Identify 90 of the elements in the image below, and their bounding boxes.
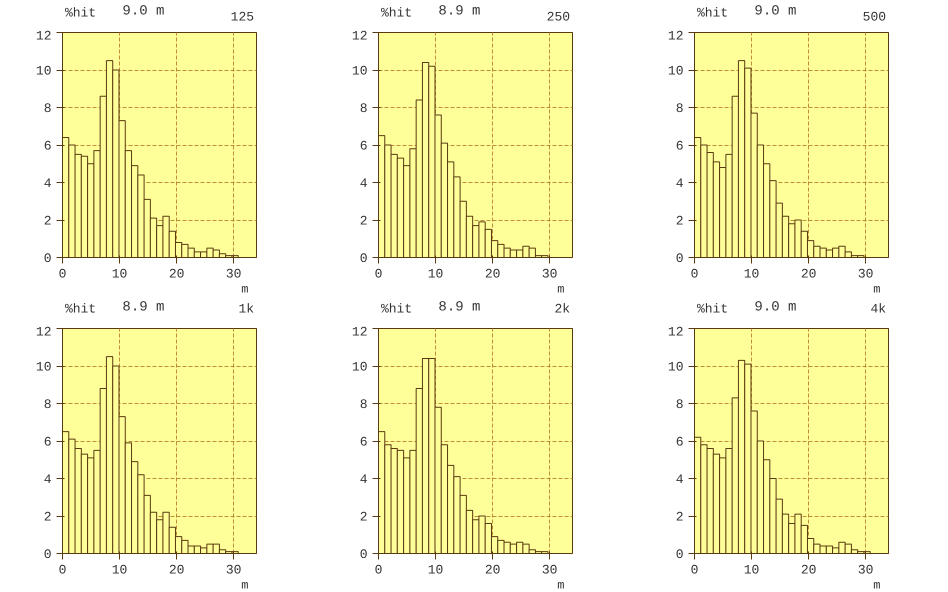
x-axis-title: m — [557, 578, 564, 592]
y-tick-label: 10 — [352, 64, 368, 78]
x-tick-label: 10 — [428, 562, 444, 578]
x-tick-label: 30 — [858, 266, 874, 282]
x-tick-label: 20 — [800, 266, 816, 282]
y-tick-label: 2 — [44, 510, 52, 524]
y-tick-label: 2 — [676, 214, 684, 228]
y-tick-label: 4 — [676, 472, 684, 487]
y-axis-title: %hit — [64, 6, 96, 20]
y-tick-label: 10 — [36, 64, 52, 78]
x-axis-title: m — [557, 282, 564, 296]
x-tick-label: 10 — [428, 266, 444, 282]
x-tick-label: 0 — [690, 562, 698, 578]
x-tick-label: 10 — [744, 266, 760, 282]
text: 8.9 m — [122, 300, 164, 316]
y-tick-label: 6 — [44, 138, 52, 154]
y-tick-label: 4 — [360, 176, 368, 191]
x-axis-title: m — [873, 282, 880, 296]
x-tick-label: 20 — [800, 562, 816, 578]
y-tick-label: 10 — [352, 360, 368, 374]
y-tick-label: 12 — [36, 324, 52, 340]
y-tick-label: 4 — [360, 472, 368, 487]
x-tick-label: 20 — [168, 562, 184, 578]
text: 9.0 m — [754, 300, 796, 316]
x-tick-label: 10 — [112, 562, 128, 578]
chart-subtitle: 4k — [870, 302, 886, 316]
y-tick-label: 0 — [44, 251, 52, 266]
y-tick-label: 2 — [360, 510, 368, 524]
y-tick-label: 0 — [360, 547, 368, 562]
x-tick-label: 0 — [374, 562, 382, 578]
y-tick-label: 6 — [676, 138, 684, 154]
y-tick-label: 10 — [668, 360, 684, 374]
x-tick-label: 30 — [858, 562, 874, 578]
y-tick-label: 10 — [36, 360, 52, 374]
text: 8.9 m — [438, 4, 480, 20]
text: 8.9 m — [438, 300, 480, 316]
y-tick-label: 0 — [360, 251, 368, 266]
y-tick-label: 8 — [44, 397, 52, 412]
chart-subtitle: 250 — [546, 10, 570, 24]
chart-subtitle: 125 — [230, 10, 254, 24]
x-axis-title: m — [241, 282, 248, 296]
x-tick-label: 30 — [542, 562, 558, 578]
x-tick-label: 20 — [484, 266, 500, 282]
y-tick-label: 8 — [676, 101, 684, 116]
y-tick-label: 6 — [360, 138, 368, 154]
y-tick-label: 0 — [676, 547, 684, 562]
y-tick-label: 2 — [44, 214, 52, 228]
y-axis-title: %hit — [380, 302, 412, 316]
chart-subtitle: 500 — [862, 10, 886, 24]
x-axis-title: m — [241, 578, 248, 592]
y-tick-label: 4 — [44, 472, 52, 487]
y-tick-label: 6 — [676, 434, 684, 450]
y-tick-label: 8 — [360, 101, 368, 116]
y-tick-label: 8 — [676, 397, 684, 412]
y-axis-title: %hit — [696, 6, 728, 20]
y-tick-label: 4 — [676, 176, 684, 191]
y-axis-title: %hit — [64, 302, 96, 316]
y-tick-label: 12 — [352, 324, 368, 340]
y-tick-label: 0 — [676, 251, 684, 266]
y-tick-label: 12 — [352, 28, 368, 44]
y-tick-label: 12 — [668, 324, 684, 340]
y-tick-label: 0 — [44, 547, 52, 562]
chart-subtitle: 2k — [554, 302, 570, 316]
x-tick-label: 0 — [690, 266, 698, 282]
x-tick-label: 0 — [374, 266, 382, 282]
x-axis-title: m — [873, 578, 880, 592]
y-tick-label: 8 — [44, 101, 52, 116]
x-tick-label: 0 — [58, 266, 66, 282]
x-tick-label: 30 — [542, 266, 558, 282]
y-tick-label: 4 — [44, 176, 52, 191]
y-axis-title: %hit — [696, 302, 728, 316]
y-axis-title: %hit — [380, 6, 412, 20]
y-tick-label: 6 — [44, 434, 52, 450]
x-tick-label: 20 — [168, 266, 184, 282]
x-tick-label: 30 — [226, 562, 242, 578]
y-tick-label: 8 — [360, 397, 368, 412]
text: 9.0 m — [122, 4, 164, 20]
y-tick-label: 12 — [668, 28, 684, 44]
y-tick-label: 2 — [360, 214, 368, 228]
y-tick-label: 2 — [676, 510, 684, 524]
y-tick-label: 6 — [360, 434, 368, 450]
y-tick-label: 10 — [668, 64, 684, 78]
chart-subtitle: 1k — [238, 302, 254, 316]
y-tick-label: 12 — [36, 28, 52, 44]
text: 9.0 m — [754, 4, 796, 20]
x-tick-label: 0 — [58, 562, 66, 578]
x-tick-label: 10 — [112, 266, 128, 282]
x-tick-label: 20 — [484, 562, 500, 578]
x-tick-label: 10 — [744, 562, 760, 578]
x-tick-label: 30 — [226, 266, 242, 282]
